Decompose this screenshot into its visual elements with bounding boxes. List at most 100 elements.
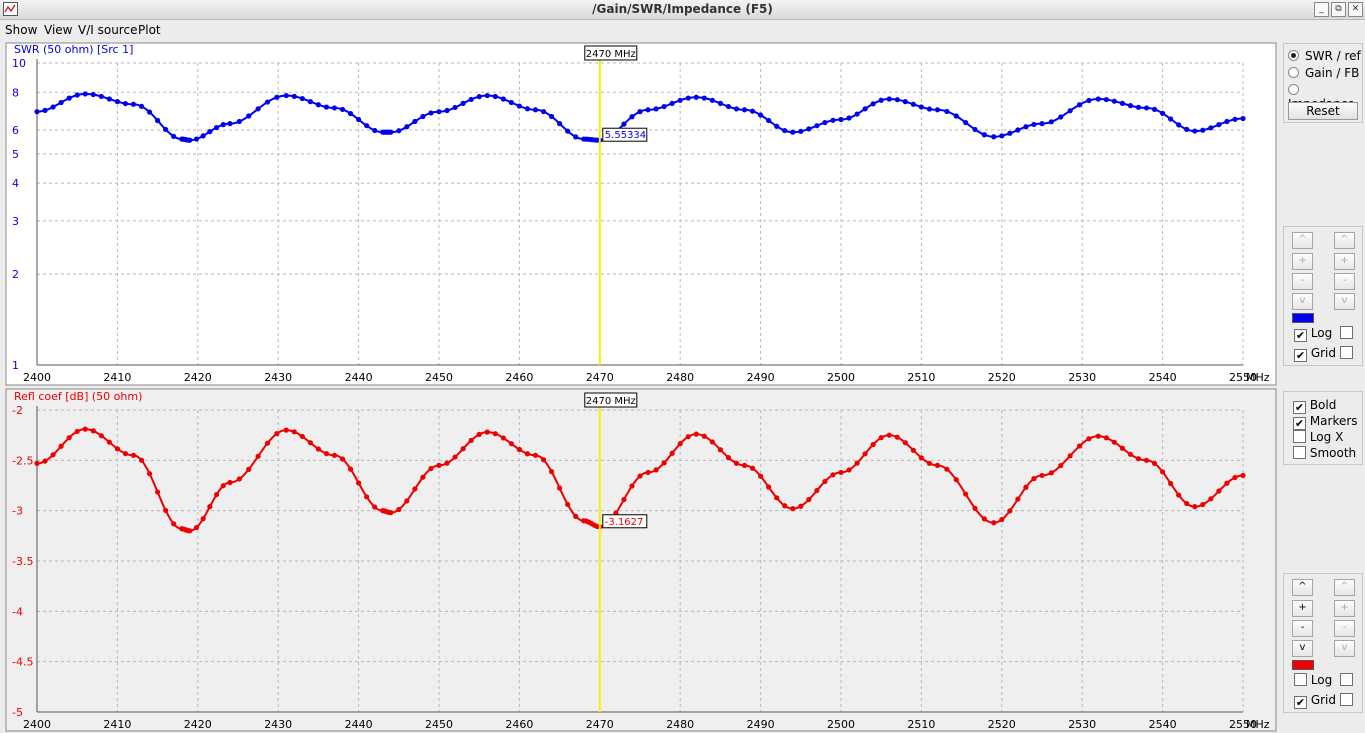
series-marker xyxy=(468,437,474,444)
scale-down-left-button[interactable]: v xyxy=(1292,640,1313,657)
logx-checkbox[interactable]: Log X xyxy=(1293,430,1343,446)
plot-area: SWR (50 ohm) [Src 1] 1 2 3 4 5 6 8 10 2400 2410 242… xyxy=(5,42,1277,732)
series-marker xyxy=(669,450,675,456)
series-marker xyxy=(1058,463,1064,469)
checkbox-box[interactable] xyxy=(1340,326,1353,339)
radio-swr-ref[interactable]: SWR / ref xyxy=(1288,49,1361,65)
series-marker xyxy=(220,483,226,489)
log-checkbox[interactable]: ✔ Log xyxy=(1294,326,1332,342)
menu-view[interactable]: View xyxy=(44,23,73,37)
series-marker xyxy=(1111,439,1117,445)
scale-plus-right-button[interactable]: + xyxy=(1334,253,1355,270)
bold-checkbox[interactable]: ✔ Bold xyxy=(1293,398,1336,414)
restore-button[interactable]: ⧉ xyxy=(1331,2,1346,17)
series-marker xyxy=(114,99,120,105)
checkbox-box[interactable] xyxy=(1340,346,1353,359)
radio-dot[interactable] xyxy=(1288,67,1299,78)
scale-up-left-button[interactable]: ^ xyxy=(1292,232,1313,249)
y-tick-label: 5 xyxy=(12,148,19,161)
scale-plus-left-button[interactable]: + xyxy=(1292,253,1313,270)
checkbox-box[interactable]: ✔ xyxy=(1293,417,1306,430)
series-marker xyxy=(1058,114,1064,120)
scale-down-left-button[interactable]: v xyxy=(1292,293,1313,310)
radio-dot[interactable] xyxy=(1288,50,1299,61)
checkbox-box[interactable]: ✔ xyxy=(1293,401,1306,414)
scale-minus-left-button[interactable]: - xyxy=(1292,620,1313,637)
grid-checkbox-right[interactable] xyxy=(1340,693,1353,709)
series-marker xyxy=(557,120,563,127)
series-marker xyxy=(524,106,531,112)
series-marker xyxy=(436,462,442,468)
radio-dot[interactable] xyxy=(1288,84,1299,95)
title-bar: /Gain/SWR/Impedance (F5) _ ⧉ ✕ xyxy=(0,0,1365,20)
series-marker xyxy=(58,99,64,106)
scale-plus-right-button[interactable]: + xyxy=(1334,600,1355,617)
scale-up-right-button[interactable]: ^ xyxy=(1334,579,1355,596)
scale-up-right-button[interactable]: ^ xyxy=(1334,232,1355,249)
minimize-button[interactable]: _ xyxy=(1314,2,1329,17)
log-checkbox-right[interactable] xyxy=(1340,673,1353,689)
series-marker xyxy=(476,431,482,437)
scale-minus-right-button[interactable]: - xyxy=(1334,620,1355,637)
close-button[interactable]: ✕ xyxy=(1348,2,1363,17)
series-marker xyxy=(862,106,868,112)
scale-down-right-button[interactable]: v xyxy=(1334,640,1355,657)
series-marker xyxy=(412,486,418,492)
grid-checkbox[interactable]: ✔ Grid xyxy=(1294,346,1336,362)
scale-plus-left-button[interactable]: + xyxy=(1292,600,1313,617)
series-marker xyxy=(1143,105,1150,111)
radio-impedance[interactable]: Impedance xyxy=(1288,83,1362,111)
scale-up-left-button[interactable]: ^ xyxy=(1292,579,1313,596)
radio-gain-fb[interactable]: Gain / FB xyxy=(1288,66,1359,82)
checkbox-box[interactable] xyxy=(1340,693,1353,706)
series-marker xyxy=(878,435,884,441)
series-marker xyxy=(460,100,466,106)
log-checkbox-right[interactable] xyxy=(1340,326,1353,342)
menu-show[interactable]: Show xyxy=(5,23,38,37)
checkbox-box[interactable] xyxy=(1340,673,1353,686)
series-marker xyxy=(701,433,707,439)
series-marker xyxy=(741,462,748,468)
reset-button[interactable]: Reset xyxy=(1288,102,1358,120)
series-marker xyxy=(291,93,297,99)
checkbox-box[interactable] xyxy=(1293,430,1306,443)
checkbox-box[interactable] xyxy=(1293,446,1306,459)
checkbox-box[interactable] xyxy=(1294,673,1307,686)
series-marker xyxy=(944,108,950,115)
log-checkbox[interactable]: Log xyxy=(1294,673,1332,689)
refl-color-swatch[interactable] xyxy=(1292,660,1314,670)
series-marker xyxy=(299,433,305,440)
series-marker xyxy=(645,469,651,476)
smooth-checkbox[interactable]: Smooth xyxy=(1293,446,1356,462)
swr-color-swatch[interactable] xyxy=(1292,313,1314,323)
series-marker xyxy=(854,111,860,117)
series-marker xyxy=(894,434,900,440)
series-marker xyxy=(508,441,514,447)
series-marker xyxy=(227,479,233,486)
menu-plot[interactable]: Plot xyxy=(138,23,161,37)
series-marker xyxy=(886,432,892,438)
series-marker xyxy=(1200,127,1206,133)
series-marker xyxy=(934,462,941,468)
y-tick-label: -2 xyxy=(12,404,23,417)
scale-down-right-button[interactable]: v xyxy=(1334,293,1355,310)
series-marker xyxy=(701,95,707,101)
series-marker xyxy=(798,128,804,134)
series-marker xyxy=(926,460,933,466)
scale-minus-left-button[interactable]: - xyxy=(1292,273,1313,290)
series-marker xyxy=(1192,128,1198,134)
series-marker xyxy=(653,106,659,112)
checkbox-box[interactable]: ✔ xyxy=(1294,349,1307,362)
grid-checkbox[interactable]: ✔ Grid xyxy=(1294,693,1336,709)
cursor-label-box xyxy=(584,45,638,61)
series-marker xyxy=(236,476,242,482)
markers-checkbox[interactable]: ✔ Markers xyxy=(1293,414,1358,430)
series-marker xyxy=(82,426,88,432)
checkbox-box[interactable]: ✔ xyxy=(1294,696,1307,709)
menu-vi-source[interactable]: V/I source xyxy=(78,23,138,37)
checkbox-box[interactable]: ✔ xyxy=(1294,329,1307,342)
scale-minus-right-button[interactable]: - xyxy=(1334,273,1355,290)
series-marker xyxy=(122,450,129,457)
grid-checkbox-right[interactable] xyxy=(1340,346,1353,362)
series-marker xyxy=(870,441,876,448)
